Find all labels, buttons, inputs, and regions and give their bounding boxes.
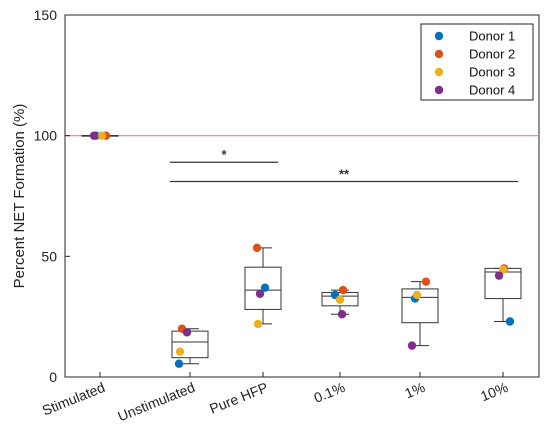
- legend-marker: [434, 85, 444, 95]
- x-tick-label: 0.1%: [312, 379, 348, 406]
- y-axis-label: Percent NET Formation (%): [11, 104, 28, 289]
- data-point: [97, 131, 107, 140]
- data-point: [494, 271, 504, 280]
- y-tick-label: 100: [34, 128, 58, 144]
- significance-label: **: [339, 167, 350, 182]
- y-tick-label: 0: [49, 369, 57, 385]
- legend-item: Donor 3: [434, 65, 515, 80]
- data-point: [255, 289, 265, 298]
- significance-label: *: [221, 147, 227, 162]
- legend-label: Donor 4: [469, 83, 515, 98]
- data-point: [338, 285, 348, 295]
- data-point: [335, 295, 345, 304]
- data-point: [89, 131, 99, 140]
- data-point: [407, 341, 417, 350]
- data-point: [412, 290, 422, 300]
- legend-label: Donor 2: [469, 47, 515, 62]
- legend-marker: [434, 49, 444, 59]
- x-tick-label: 10%: [478, 379, 510, 404]
- data-point: [505, 317, 515, 326]
- box-iqr: [244, 266, 282, 310]
- legend-marker: [434, 67, 444, 77]
- data-point: [182, 328, 192, 337]
- legend-label: Donor 3: [469, 65, 515, 80]
- legend-marker: [434, 31, 444, 41]
- legend-item: Donor 1: [434, 29, 515, 44]
- x-tick-label: Unstimulated: [115, 379, 197, 424]
- legend-item: Donor 4: [434, 83, 515, 98]
- y-tick-label: 150: [34, 7, 58, 23]
- x-tick-label: Pure HFP: [207, 379, 270, 417]
- data-point: [253, 319, 263, 329]
- data-point: [260, 283, 270, 292]
- legend-label: Donor 1: [469, 29, 515, 44]
- legend: Donor 1 Donor 2 Donor 3 Donor 4: [420, 23, 534, 101]
- box-iqr: [401, 288, 439, 324]
- legend-item: Donor 2: [434, 47, 515, 62]
- data-point: [175, 347, 185, 356]
- data-point: [174, 359, 184, 368]
- data-point: [337, 310, 347, 319]
- data-point: [498, 265, 508, 274]
- data-point: [252, 243, 262, 253]
- y-tick-label: 50: [41, 248, 57, 264]
- data-point: [421, 277, 431, 286]
- x-tick-label: 1%: [402, 379, 427, 401]
- box-plot: [401, 281, 439, 347]
